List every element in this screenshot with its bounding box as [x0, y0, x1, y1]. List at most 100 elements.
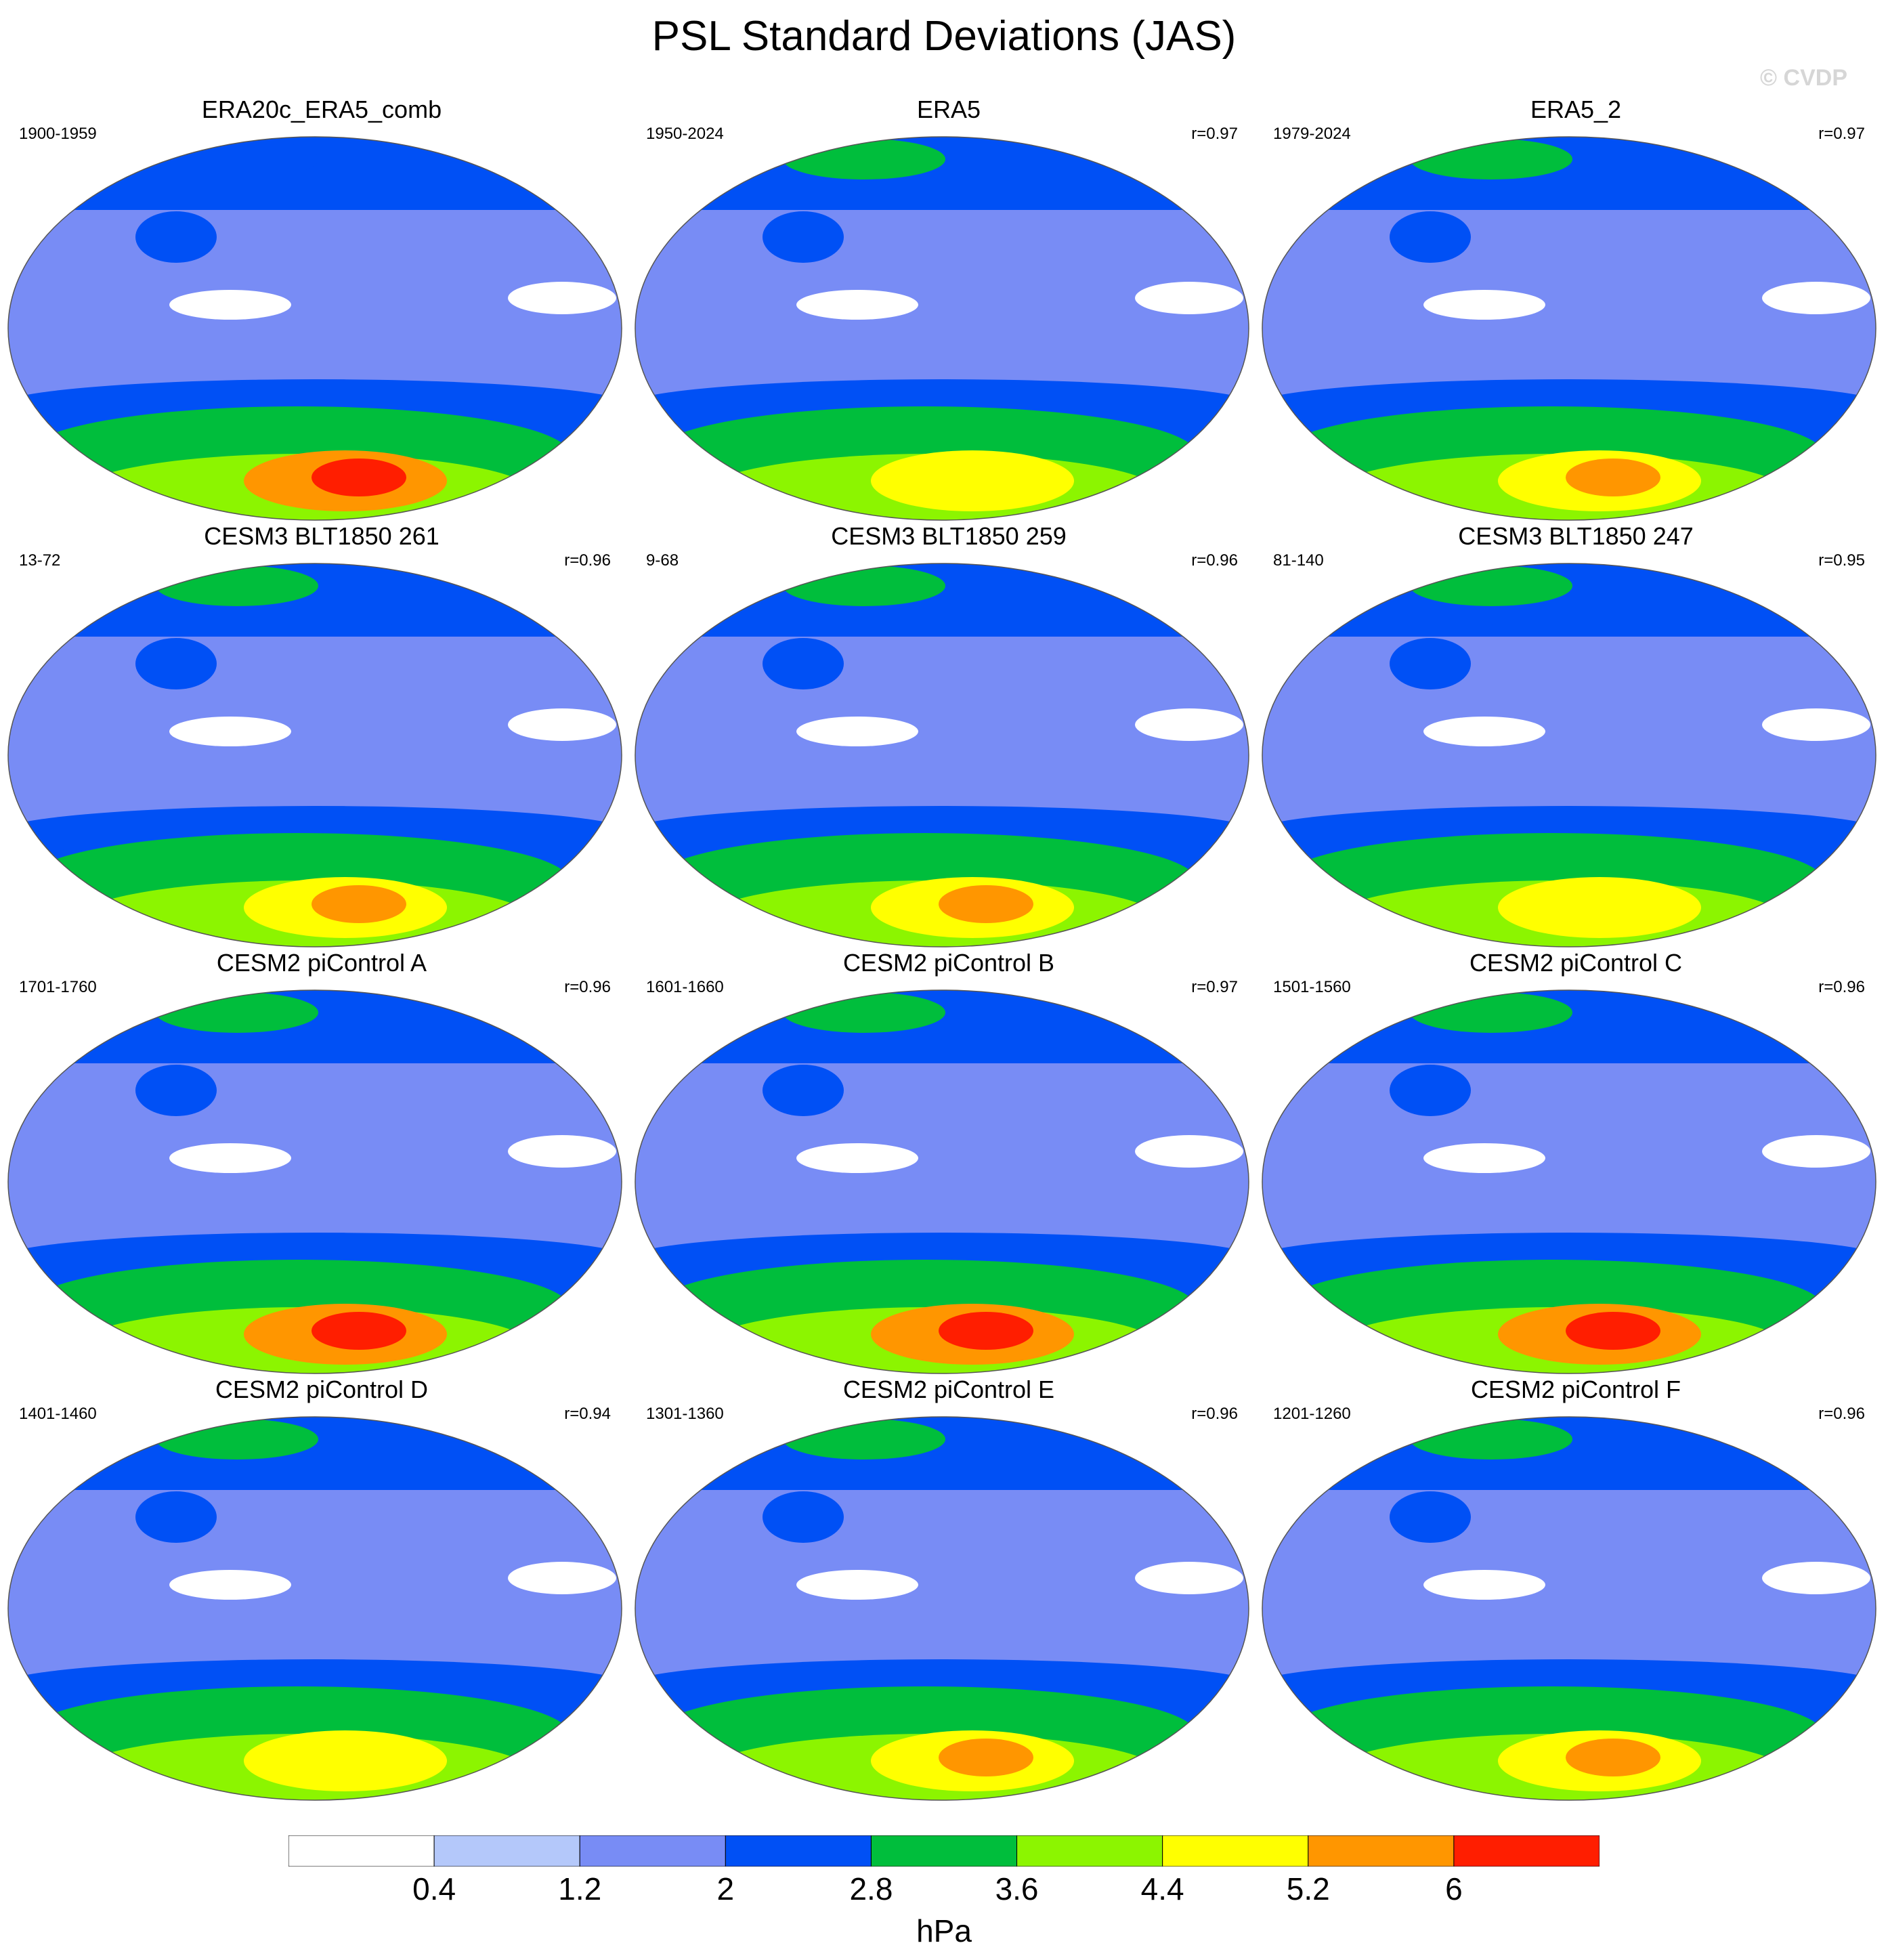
tropical-low-variance — [169, 290, 291, 320]
map-outline — [635, 136, 1249, 521]
panel-pattern-correlation: r=0.96 — [1818, 978, 1865, 996]
panel-pattern-correlation: r=0.96 — [564, 978, 611, 996]
tropical-low-variance — [1423, 1570, 1545, 1600]
map-outline — [7, 136, 622, 521]
map-plot — [7, 563, 622, 947]
arctic-max — [156, 992, 318, 1033]
arctic-max — [1410, 566, 1572, 606]
map-outline — [1262, 989, 1876, 1374]
tropical-low-variance — [169, 1143, 291, 1173]
tropical-low-variance — [169, 1570, 291, 1600]
sh-peak — [1566, 1312, 1660, 1350]
map-plot — [1262, 563, 1876, 947]
panel-title: CESM3 BLT1850 259 — [831, 522, 1067, 550]
tropical-low-variance — [1135, 282, 1243, 314]
tropical-low-variance — [508, 1135, 616, 1168]
north-pacific-max — [1390, 1065, 1471, 1116]
map-plot — [7, 1416, 622, 1801]
north-pacific-max — [135, 1065, 217, 1116]
north-pacific-max — [763, 1065, 844, 1116]
colorbar-units: hPa — [916, 1913, 972, 1948]
panel-pattern-correlation: r=0.95 — [1818, 551, 1865, 570]
colorbar-tick-label: 1.2 — [558, 1871, 602, 1906]
map-panel: CESM3 BLT1850 247 81-140 r=0.95 — [1261, 521, 1888, 948]
map-plot — [635, 989, 1249, 1374]
panel-period: 1201-1260 — [1273, 1405, 1351, 1423]
sh-peak — [1566, 1739, 1660, 1776]
tropical-low-variance — [1762, 282, 1870, 314]
panel-period: 81-140 — [1273, 551, 1324, 570]
map-panel: CESM2 piControl E 1301-1360 r=0.96 — [634, 1375, 1264, 1802]
arctic-max — [156, 139, 318, 179]
arctic-max — [783, 1419, 945, 1460]
tropical-low-variance — [508, 1562, 616, 1594]
map-plot — [7, 989, 622, 1374]
colorbar-swatch — [433, 1835, 580, 1867]
panel-period: 1401-1460 — [19, 1405, 97, 1423]
sh-peak — [312, 459, 406, 496]
north-pacific-max — [135, 1491, 217, 1543]
sh-peak — [312, 1312, 406, 1350]
sh-peak — [1566, 885, 1660, 923]
colorbar-tick-label: 2 — [716, 1871, 735, 1906]
map-panel: CESM2 piControl D 1401-1460 r=0.94 — [7, 1375, 637, 1802]
panel-period: 1950-2024 — [646, 125, 724, 143]
tropical-low-variance — [796, 1570, 918, 1600]
colorbar-swatch — [725, 1835, 872, 1867]
north-pacific-max — [763, 638, 844, 689]
arctic-max — [156, 566, 318, 606]
arctic-max — [783, 139, 945, 179]
sh-peak — [939, 1739, 1033, 1776]
map-plot — [635, 136, 1249, 521]
colorbar-swatch — [870, 1835, 1018, 1867]
tropical-low-variance — [1762, 1562, 1870, 1594]
map-outline — [635, 563, 1249, 947]
arctic-max — [1410, 139, 1572, 179]
north-pacific-max — [1390, 211, 1471, 263]
map-outline — [1262, 563, 1876, 947]
panel-title: CESM3 BLT1850 261 — [204, 522, 439, 550]
colorbar-tick-label: 5.2 — [1286, 1871, 1330, 1906]
colorbar-swatch — [1016, 1835, 1163, 1867]
map-panel: CESM2 piControl F 1201-1260 r=0.96 — [1261, 1375, 1888, 1802]
panel-title: CESM2 piControl C — [1469, 949, 1683, 977]
map-outline — [7, 1416, 622, 1801]
arctic-max — [1410, 992, 1572, 1033]
tropical-low-variance — [1423, 1143, 1545, 1173]
north-pacific-max — [763, 211, 844, 263]
colorbar-tick-label: 2.8 — [849, 1871, 893, 1906]
map-panel: CESM2 piControl B 1601-1660 r=0.97 — [634, 948, 1264, 1375]
tropical-low-variance — [796, 290, 918, 320]
colorbar-tick-label: 4.4 — [1140, 1871, 1184, 1906]
colorbar-tick-label: 0.4 — [412, 1871, 456, 1906]
sh-peak — [939, 885, 1033, 923]
tropical-low-variance — [1135, 1135, 1243, 1168]
panel-period: 9-68 — [646, 551, 679, 570]
map-outline — [1262, 1416, 1876, 1801]
sh-peak — [939, 1312, 1033, 1350]
tropical-low-variance — [169, 717, 291, 746]
panel-pattern-correlation: r=0.94 — [564, 1405, 611, 1423]
panel-title: CESM2 piControl E — [842, 1376, 1055, 1403]
sh-peak — [312, 1739, 406, 1776]
colorbar-swatch — [1308, 1835, 1455, 1867]
map-plot — [1262, 989, 1876, 1374]
north-pacific-max — [135, 211, 217, 263]
map-plot — [1262, 136, 1876, 521]
panel-title: CESM2 piControl A — [216, 949, 427, 977]
panel-period: 1301-1360 — [646, 1405, 724, 1423]
map-outline — [7, 563, 622, 947]
map-outline — [7, 989, 622, 1374]
map-panel: ERA5 1950-2024 r=0.97 — [634, 95, 1264, 521]
panel-pattern-correlation: r=0.96 — [1191, 1405, 1238, 1423]
map-panel: ERA20c_ERA5_comb 1900-1959 — [7, 95, 637, 521]
panel-period: 1979-2024 — [1273, 125, 1351, 143]
map-plot — [635, 1416, 1249, 1801]
north-pacific-max — [763, 1491, 844, 1543]
sh-peak — [939, 459, 1033, 496]
tropical-low-variance — [1423, 290, 1545, 320]
map-panel: CESM3 BLT1850 261 13-72 r=0.96 — [7, 521, 637, 948]
cvdp-watermark: © CVDP — [1760, 65, 1847, 91]
tropical-low-variance — [796, 1143, 918, 1173]
arctic-max — [783, 992, 945, 1033]
